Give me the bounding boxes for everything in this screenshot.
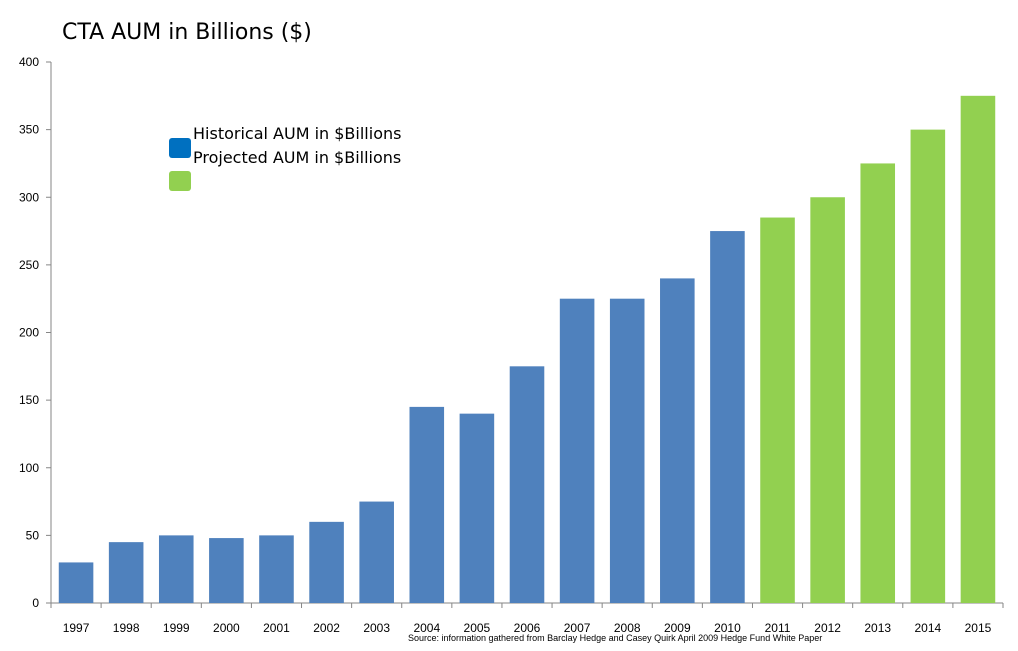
bar-2008 <box>609 298 645 603</box>
bar-2004 <box>409 406 445 603</box>
bar-2000 <box>209 538 244 603</box>
y-tick-label: 50 <box>26 528 40 542</box>
x-tick-label: 2011 <box>765 621 791 635</box>
bar-1997 <box>58 562 94 603</box>
legend-swatch-projected <box>169 171 191 191</box>
x-tick-label: 2000 <box>213 621 240 635</box>
bar-2010 <box>710 231 745 603</box>
x-tick-label: 2013 <box>864 621 891 635</box>
x-tick-label: 1999 <box>163 621 190 635</box>
bar-1999 <box>158 535 194 603</box>
legend: Historical AUM in $Billions Projected AU… <box>169 124 401 191</box>
y-tick-label: 300 <box>19 190 39 204</box>
x-tick-label: 2010 <box>714 621 741 635</box>
bar-2009 <box>660 278 695 603</box>
bar-1998 <box>108 542 144 603</box>
y-tick-label: 0 <box>32 596 39 610</box>
y-tick-label: 200 <box>19 326 39 340</box>
bar-2014 <box>910 129 946 603</box>
bar-2006 <box>509 366 545 603</box>
x-tick-label: 2007 <box>564 621 591 635</box>
x-tick-label: 2008 <box>614 621 641 635</box>
y-tick-label: 350 <box>19 123 39 137</box>
x-axis: 1997 1998 1999 2000 2001 2002 2003 2004 2005 2006… <box>50 602 1004 635</box>
x-tick-label: 2014 <box>914 621 941 635</box>
x-tick-label: 2004 <box>413 621 440 635</box>
x-tick-label: 2012 <box>814 621 841 635</box>
bar-2013 <box>860 163 896 603</box>
chart-title: CTA AUM in Billions ($) <box>62 20 312 45</box>
y-tick-label: 250 <box>19 258 39 272</box>
x-tick-label: 2009 <box>664 621 691 635</box>
bars <box>58 95 996 603</box>
x-tick-label: 2006 <box>514 621 541 635</box>
legend-label-projected: Projected AUM in $Billions <box>193 148 401 167</box>
bar-2012 <box>810 197 845 603</box>
x-tick-label: 2002 <box>313 621 340 635</box>
legend-swatch-historical <box>169 138 191 158</box>
x-tick-label: 1998 <box>113 621 140 635</box>
x-tick-label: 1997 <box>63 621 90 635</box>
y-tick-label: 100 <box>19 461 39 475</box>
bar-2005 <box>459 413 495 603</box>
bar-2002 <box>309 521 344 603</box>
x-tick-label: 2005 <box>464 621 491 635</box>
bar-2011 <box>760 217 795 603</box>
bar-2015 <box>960 95 996 603</box>
bar-2001 <box>259 535 294 603</box>
x-tick-label: 2015 <box>965 621 992 635</box>
source-note: Source: information gathered from Barcla… <box>408 633 822 643</box>
y-tick-label: 150 <box>19 393 39 407</box>
legend-label-historical: Historical AUM in $Billions <box>193 124 401 143</box>
bar-2007 <box>559 298 595 603</box>
y-tick-label: 400 <box>19 55 39 69</box>
x-tick-label: 2003 <box>363 621 390 635</box>
bar-2003 <box>359 501 394 603</box>
x-tick-label: 2001 <box>263 621 290 635</box>
y-axis: 0 50 100 150 200 250 300 350 400 <box>19 55 52 610</box>
